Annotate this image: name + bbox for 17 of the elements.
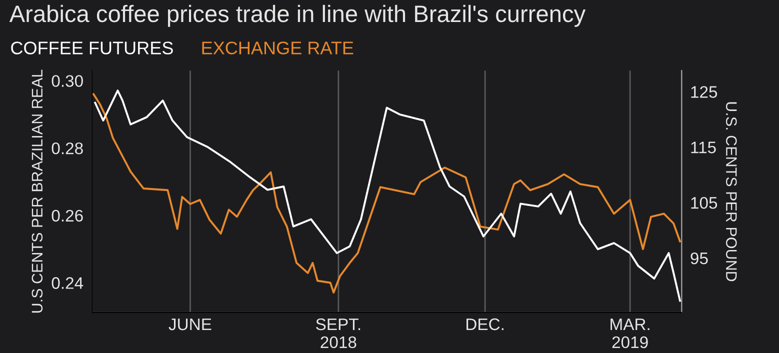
x-tick-label: DEC. xyxy=(466,318,504,330)
y2-axis-title: U.S. CENTS PER POUND xyxy=(726,102,737,282)
text: EXCHANGE RATE xyxy=(202,42,354,54)
y2-tick-label: 105 xyxy=(691,196,718,209)
text: COFFEE FUTURES xyxy=(11,42,173,54)
x-tick-label: JUNE xyxy=(168,318,212,330)
y2-tick-label: 115 xyxy=(691,142,716,154)
y2-tick-label: 95 xyxy=(690,252,708,264)
y-tick-label: 0.28 xyxy=(52,142,83,154)
x-tick-label: SEPT. 2018 xyxy=(316,318,360,348)
y-tick-label: 0.24 xyxy=(52,277,84,289)
chart-title: Arabica coffee prices trade in line with Brazil's currency xyxy=(9,4,586,27)
y-axis-title: U.S CENTS PER BRAZILIAN REAL xyxy=(32,70,43,313)
y-tick-label: 0.30 xyxy=(52,75,83,87)
y-tick-label: 0.26 xyxy=(52,210,83,222)
x-tick-label: MAR. 2019 xyxy=(610,318,650,348)
y2-tick-label: 125 xyxy=(691,86,718,98)
